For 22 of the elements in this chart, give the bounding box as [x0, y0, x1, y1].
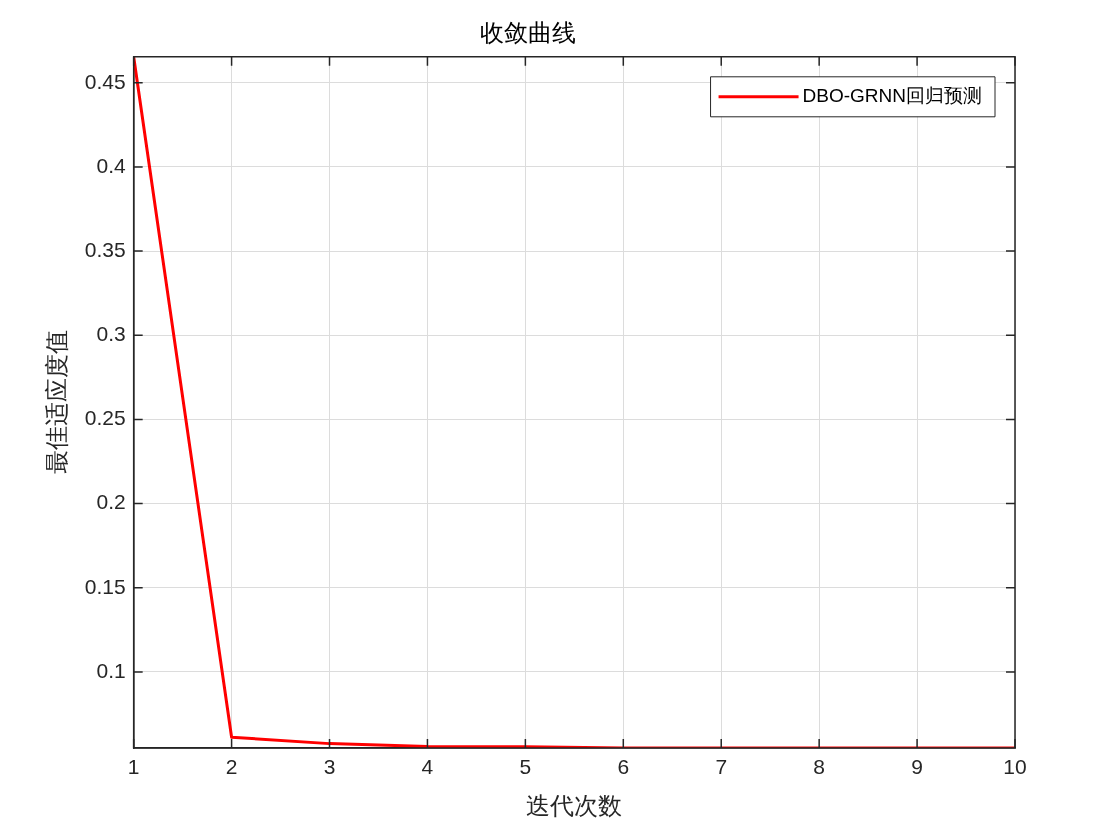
x-tick-label: 8 — [813, 755, 825, 779]
y-axis-title: 最佳适应度值 — [43, 330, 71, 475]
x-tick-label: 5 — [519, 755, 532, 779]
x-tick-label: 3 — [323, 755, 336, 779]
y-tick-label: 0.2 — [96, 490, 126, 514]
x-tick-label: 10 — [1003, 755, 1027, 779]
chart-title: 收敛曲线 — [479, 19, 576, 47]
x-axis-title: 迭代次数 — [526, 792, 623, 820]
legend-label: DBO-GRNN回归预测 — [802, 85, 983, 107]
y-tick-label: 0.3 — [96, 322, 126, 346]
x-tick-label: 1 — [127, 755, 140, 779]
y-tick-label: 0.25 — [84, 406, 126, 430]
x-tick-label: 7 — [715, 755, 728, 779]
x-tick-label: 4 — [421, 755, 434, 779]
x-tick-label: 6 — [617, 755, 630, 779]
y-tick-label: 0.35 — [84, 237, 126, 261]
y-tick-label: 0.4 — [96, 153, 126, 177]
x-tick-label: 9 — [911, 755, 923, 779]
y-tick-label: 0.45 — [84, 69, 126, 93]
x-tick-label: 2 — [225, 755, 238, 779]
y-tick-label: 0.1 — [96, 658, 126, 682]
y-tick-label: 0.15 — [84, 574, 126, 598]
